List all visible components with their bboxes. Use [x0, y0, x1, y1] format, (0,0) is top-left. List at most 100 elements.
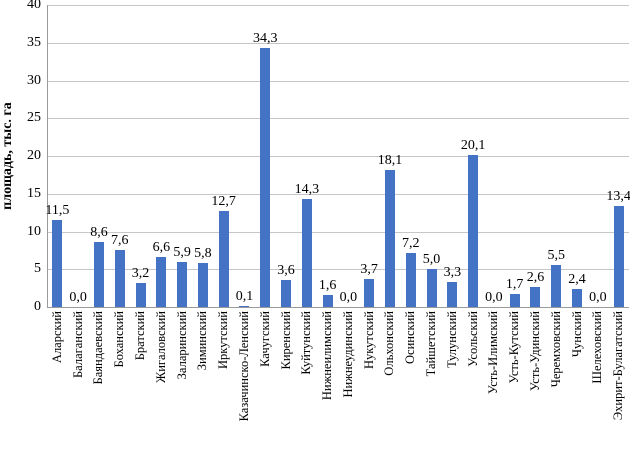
- bar-value-label: 3,7: [360, 262, 378, 278]
- x-axis-label: Нижнеудинский: [340, 311, 355, 398]
- bar: [405, 252, 416, 307]
- bar-value-label: 8,6: [90, 225, 108, 241]
- x-axis-label: Жигаловский: [153, 311, 168, 383]
- x-axis-label: Чунский: [569, 311, 584, 358]
- x-axis-label: Аларский: [49, 311, 64, 364]
- x-axis-label: Боханский: [112, 311, 127, 368]
- bar: [52, 220, 63, 307]
- x-axis-label: Ольхонский: [382, 311, 397, 376]
- bar-value-label: 12,7: [211, 194, 236, 210]
- y-axis-tick-label: 10: [27, 223, 41, 239]
- bar-value-label: 0,0: [69, 290, 87, 305]
- bar: [135, 282, 146, 307]
- gridline: [47, 193, 629, 195]
- gridline: [47, 231, 629, 233]
- bar-value-label: 11,5: [45, 203, 70, 219]
- x-axis-label: Зиминский: [195, 311, 210, 371]
- x-axis-label: Нижнеилимский: [320, 311, 335, 401]
- x-axis-label: Осинский: [403, 311, 418, 364]
- x-axis-label: Усть-Кутский: [507, 311, 522, 384]
- bar-value-label: 5,9: [173, 245, 191, 261]
- x-axis-label: Иркутский: [216, 311, 231, 370]
- bar: [613, 205, 624, 307]
- x-axis-label: Балаганский: [70, 311, 85, 378]
- gridline: [47, 156, 629, 157]
- y-axis-tick-label: 25: [27, 110, 41, 126]
- bar-value-label: 7,2: [402, 235, 420, 251]
- x-axis-label: Черемховский: [548, 311, 563, 388]
- bar: [177, 262, 188, 307]
- y-axis-tick-label: 15: [27, 185, 41, 201]
- bar-value-label: 14,3: [294, 182, 320, 198]
- gridline: [47, 80, 629, 82]
- y-axis-tick-label: 40: [27, 0, 41, 12]
- x-axis-label: Качугский: [257, 311, 272, 367]
- bar: [281, 279, 292, 307]
- bar-value-label: 5,0: [422, 252, 441, 268]
- x-axis-label: Заларинский: [174, 311, 189, 380]
- bar: [447, 282, 458, 307]
- x-axis-label: Киренский: [278, 311, 293, 370]
- bar: [509, 294, 520, 307]
- bar: [156, 257, 167, 307]
- bar-value-label: 2,6: [526, 270, 545, 286]
- bar-value-label: 2,4: [568, 271, 586, 287]
- x-axis-label: Куйтунский: [299, 311, 314, 375]
- bar-value-label: 1,6: [318, 277, 337, 293]
- bar-value-label: 0,0: [589, 290, 607, 305]
- x-axis-label: Нукутский: [361, 311, 376, 370]
- y-axis-tick-label: 30: [27, 72, 41, 88]
- bar: [572, 288, 583, 307]
- y-axis-line: [47, 5, 48, 307]
- bar: [260, 48, 271, 307]
- x-axis-label: Баяндаевский: [91, 311, 106, 385]
- gridline: [47, 269, 629, 271]
- x-axis-label: Братский: [133, 311, 148, 361]
- bar-value-label: 34,3: [253, 31, 278, 47]
- bar: [197, 263, 208, 307]
- bar: [239, 306, 250, 307]
- bar-value-label: 1,7: [505, 277, 524, 293]
- x-axis-label: Эхирит-Булагатский: [611, 311, 626, 421]
- bar-value-label: 0,0: [339, 290, 358, 305]
- bar: [93, 242, 104, 307]
- y-axis-tick-label: 5: [34, 261, 41, 277]
- bar-value-label: 20,1: [460, 138, 486, 154]
- gridline: [47, 42, 629, 44]
- bar-value-label: 13,4: [606, 188, 630, 204]
- x-axis-label: Казачинско-Ленский: [236, 311, 251, 422]
- y-axis-tick-label: 35: [27, 34, 41, 50]
- bar: [426, 269, 437, 307]
- bar: [551, 265, 562, 307]
- bar-value-label: 7,6: [111, 232, 129, 248]
- bar-value-label: 0,1: [235, 289, 254, 304]
- bar: [218, 211, 229, 307]
- bar-value-label: 3,6: [277, 262, 295, 278]
- y-axis-tick-label: 20: [27, 148, 41, 163]
- bar: [530, 287, 541, 307]
- bar-value-label: 3,3: [443, 265, 462, 281]
- x-axis-label: Усть-Удинский: [527, 311, 542, 392]
- bar: [384, 170, 395, 307]
- x-axis-label: Тайшетский: [424, 311, 439, 377]
- bar: [301, 199, 312, 307]
- bar-value-label: 5,5: [547, 248, 566, 264]
- bar-value-label: 18,1: [377, 153, 403, 169]
- x-axis-label: Тулунский: [444, 311, 459, 368]
- bar-value-label: 6,6: [152, 240, 171, 256]
- bar: [114, 249, 125, 307]
- bar-value-label: 3,2: [131, 265, 150, 281]
- bar: [468, 155, 479, 307]
- gridline: [47, 118, 629, 120]
- bar-value-label: 5,8: [194, 246, 212, 262]
- x-axis-label: Усольский: [465, 311, 480, 367]
- x-axis-label: Шелеховский: [590, 311, 605, 384]
- gridline: [47, 5, 629, 6]
- x-axis-label: Усть-Илимский: [486, 311, 501, 395]
- bar: [364, 279, 375, 307]
- bar-value-label: 0,0: [485, 290, 503, 305]
- bar: [322, 294, 333, 307]
- x-axis-line: [47, 307, 629, 308]
- y-axis-tick-label: 0: [34, 299, 41, 314]
